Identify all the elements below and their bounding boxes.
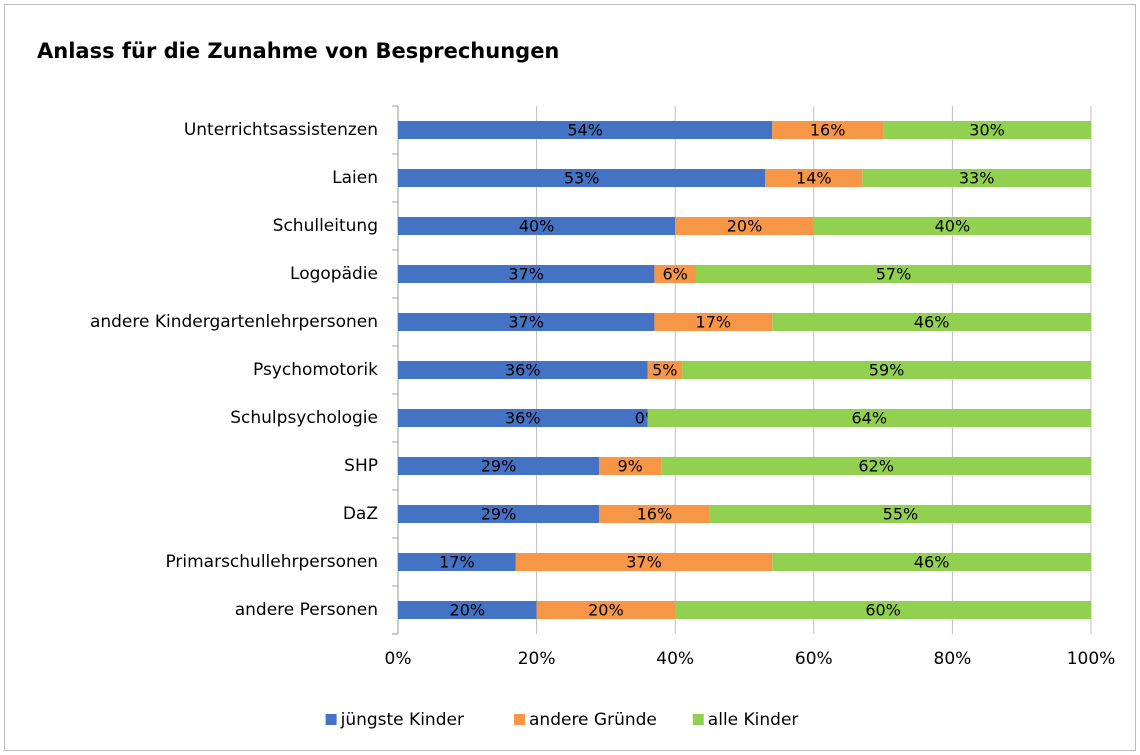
y-tick-label: Logopädie bbox=[290, 264, 378, 284]
data-label: 14% bbox=[796, 169, 832, 188]
data-label: 17% bbox=[696, 313, 732, 332]
bar-segment bbox=[398, 121, 773, 139]
data-label: 5% bbox=[652, 361, 677, 380]
data-label: 20% bbox=[450, 601, 486, 620]
y-tick-label: Primarschullehrpersonen bbox=[165, 552, 378, 572]
data-label: 37% bbox=[626, 553, 662, 572]
bar-segment bbox=[862, 169, 1091, 187]
data-label: 37% bbox=[508, 265, 544, 284]
data-label: 57% bbox=[876, 265, 912, 284]
chart-title: Anlass für die Zunahme von Besprechungen bbox=[37, 39, 559, 63]
y-tick-label: DaZ bbox=[343, 504, 378, 524]
bar-segment bbox=[398, 361, 648, 379]
bar-segment bbox=[398, 553, 516, 571]
bar-segment bbox=[709, 505, 1091, 523]
data-label: 20% bbox=[588, 601, 624, 620]
bar-segment bbox=[647, 361, 683, 379]
data-label: 16% bbox=[810, 121, 846, 140]
data-label: 40% bbox=[935, 217, 971, 236]
bar-segment bbox=[398, 313, 655, 331]
bar-segment bbox=[398, 265, 655, 283]
y-tick-label: Schulpsychologie bbox=[230, 408, 378, 428]
bar-segment bbox=[883, 121, 1091, 139]
bar-segment bbox=[675, 601, 1091, 619]
legend-label: andere Gründe bbox=[529, 710, 657, 730]
bar-segment bbox=[398, 601, 537, 619]
y-tick-label: SHP bbox=[344, 456, 378, 476]
data-label: 54% bbox=[567, 121, 603, 140]
data-label: 46% bbox=[914, 313, 950, 332]
data-label: 30% bbox=[969, 121, 1005, 140]
data-label: 17% bbox=[439, 553, 475, 572]
bar-segment bbox=[398, 457, 599, 475]
legend-label: jüngste Kinder bbox=[340, 710, 464, 730]
data-label: 55% bbox=[883, 505, 919, 524]
legend-label: alle Kinder bbox=[708, 710, 799, 730]
data-label: 33% bbox=[959, 169, 995, 188]
bar-segment bbox=[598, 457, 662, 475]
data-label: 53% bbox=[564, 169, 600, 188]
bar-segment bbox=[398, 217, 676, 235]
bar-segment bbox=[695, 265, 1091, 283]
legend-swatch bbox=[692, 714, 704, 725]
data-label: 29% bbox=[481, 457, 517, 476]
data-label: 36% bbox=[505, 361, 541, 380]
bar-segment bbox=[675, 217, 814, 235]
data-label: 37% bbox=[508, 313, 544, 332]
data-label: 16% bbox=[637, 505, 673, 524]
data-label: 6% bbox=[663, 265, 688, 284]
bar-segment bbox=[598, 505, 710, 523]
bar-segment bbox=[661, 457, 1091, 475]
data-label: 20% bbox=[727, 217, 763, 236]
y-tick-label: Laien bbox=[332, 168, 378, 188]
bar-segment bbox=[654, 265, 696, 283]
data-label: 46% bbox=[914, 553, 950, 572]
bar-segment bbox=[398, 505, 599, 523]
bar-segment bbox=[772, 313, 1091, 331]
y-tick-label: Unterrichtsassistenzen bbox=[184, 120, 378, 140]
data-label: 9% bbox=[617, 457, 642, 476]
data-label: 40% bbox=[519, 217, 555, 236]
x-tick-label: 60% bbox=[795, 649, 833, 669]
bar-segment bbox=[654, 313, 773, 331]
x-tick-label: 0% bbox=[385, 649, 412, 669]
bar-segment bbox=[515, 553, 773, 571]
data-label: 60% bbox=[865, 601, 901, 620]
bar-segment bbox=[398, 409, 648, 427]
bar-segment bbox=[765, 169, 863, 187]
data-label: 29% bbox=[481, 505, 517, 524]
legend-swatch bbox=[514, 714, 525, 725]
x-tick-label: 100% bbox=[1067, 649, 1116, 669]
bar-segment bbox=[772, 553, 1091, 571]
data-label: 59% bbox=[869, 361, 905, 380]
bar-segment bbox=[398, 169, 766, 187]
y-tick-label: andere Kindergartenlehrpersonen bbox=[90, 312, 378, 332]
bar-segment bbox=[647, 409, 1091, 427]
bar-segment bbox=[772, 121, 884, 139]
data-label: 62% bbox=[858, 457, 894, 476]
x-tick-label: 20% bbox=[518, 649, 556, 669]
x-tick-label: 80% bbox=[934, 649, 972, 669]
y-tick-label: Psychomotorik bbox=[253, 360, 378, 380]
bar-segment bbox=[536, 601, 676, 619]
y-tick-label: andere Personen bbox=[235, 600, 378, 620]
legend-swatch bbox=[325, 714, 337, 725]
bar-segment bbox=[682, 361, 1091, 379]
data-label: 64% bbox=[851, 409, 887, 428]
data-label: 36% bbox=[505, 409, 541, 428]
x-tick-label: 40% bbox=[656, 649, 694, 669]
y-tick-label: Schulleitung bbox=[273, 216, 378, 236]
bar-segment bbox=[813, 217, 1091, 235]
